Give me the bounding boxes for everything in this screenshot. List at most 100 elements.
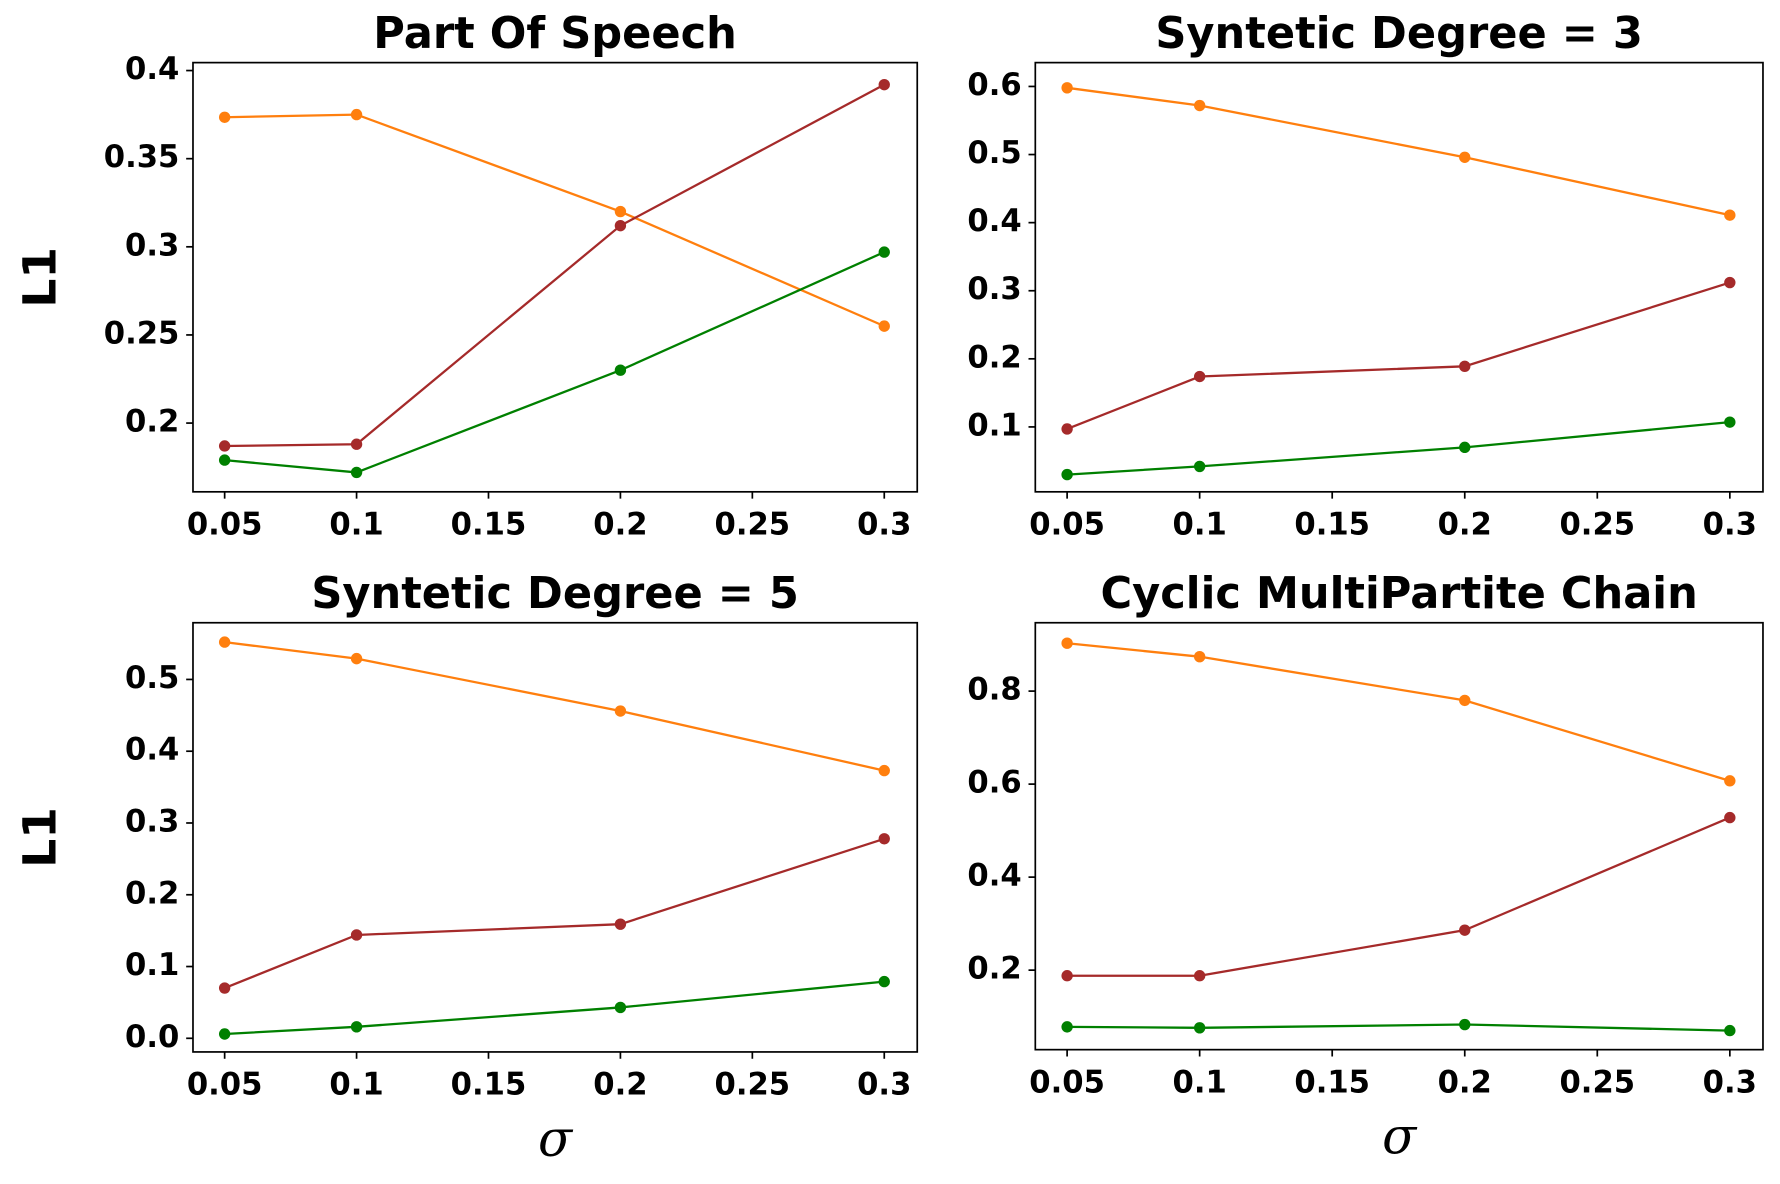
x-tick-label: 0.3 <box>1703 507 1757 542</box>
data-point <box>614 205 627 218</box>
y-tick-label: 0.25 <box>104 316 180 351</box>
x-tick-label: 0.1 <box>329 1068 383 1103</box>
series-line <box>224 640 885 772</box>
x-tick-label: 0.3 <box>857 507 911 542</box>
data-point <box>350 108 363 121</box>
data-point <box>350 438 363 450</box>
plot-frame <box>192 621 919 1053</box>
data-point <box>1061 637 1073 649</box>
chart-title: Syntetic Degree = 3 <box>1155 9 1643 59</box>
data-point <box>614 1001 627 1014</box>
x-tick-label: 0.2 <box>593 507 647 542</box>
data-point <box>1459 151 1471 163</box>
y-tick-label: 0.0 <box>125 1020 179 1055</box>
y-tick-label: 0.4 <box>125 733 179 768</box>
x-axis-label: σ <box>1382 1108 1418 1166</box>
data-point <box>1061 1021 1073 1033</box>
x-tick-label: 0.2 <box>1438 1065 1492 1100</box>
series-line <box>224 251 885 474</box>
data-point <box>878 320 890 332</box>
data-point <box>614 364 627 376</box>
chart-title: Part Of Speech <box>373 9 737 59</box>
data-point <box>1459 924 1471 936</box>
data-point <box>1193 460 1206 473</box>
y-tick-label: 0.8 <box>967 673 1021 708</box>
data-point <box>218 111 231 123</box>
x-tick-label: 0.3 <box>1703 1065 1757 1100</box>
x-tick-label: 0.05 <box>1029 1065 1105 1100</box>
series-line <box>1067 421 1730 476</box>
y-tick-label: 0.4 <box>125 52 179 87</box>
y-tick-label: 0.2 <box>125 876 179 911</box>
y-tick-label: 0.35 <box>104 140 180 175</box>
y-tick-label: 0.6 <box>967 766 1021 801</box>
x-tick-label: 0.15 <box>1294 1065 1370 1100</box>
x-tick-label: 0.2 <box>593 1068 647 1103</box>
x-tick-label: 0.2 <box>1438 507 1492 542</box>
data-point <box>350 1021 363 1033</box>
data-point <box>1061 970 1073 982</box>
x-tick-label: 0.05 <box>187 1068 263 1103</box>
data-point <box>1193 370 1206 383</box>
y-tick-label: 0.4 <box>967 204 1021 239</box>
data-point <box>1724 1024 1736 1037</box>
data-point <box>614 219 627 232</box>
data-point <box>614 918 627 930</box>
data-point <box>1724 209 1736 221</box>
data-point <box>1061 82 1073 94</box>
plot-frame <box>1034 61 1764 493</box>
y-tick-label: 0.3 <box>125 228 179 263</box>
x-tick-label: 0.1 <box>1173 1065 1227 1100</box>
data-point <box>218 1028 231 1040</box>
series-line <box>1066 281 1731 431</box>
series-line <box>224 980 885 1036</box>
y-tick-label: 0.2 <box>967 952 1021 987</box>
x-tick-label: 0.15 <box>1294 507 1370 542</box>
data-point <box>1193 99 1206 112</box>
x-tick-label: 0.05 <box>1029 507 1105 542</box>
y-tick-label: 0.4 <box>967 859 1021 894</box>
x-tick-label: 0.15 <box>451 507 527 542</box>
y-tick-label: 0.3 <box>125 804 179 839</box>
data-point <box>1459 441 1471 454</box>
data-point <box>878 833 890 845</box>
x-tick-label: 0.3 <box>857 1068 911 1103</box>
data-point <box>878 246 890 258</box>
data-point <box>1724 775 1736 787</box>
x-axis-label: σ <box>538 1110 574 1168</box>
x-tick-label: 0.1 <box>1173 507 1227 542</box>
plot-frame <box>192 61 919 493</box>
series-line <box>1067 1023 1730 1032</box>
data-point <box>1459 694 1471 707</box>
data-point <box>1061 423 1073 435</box>
y-tick-label: 0.2 <box>967 340 1021 375</box>
data-point <box>1459 1018 1471 1031</box>
data-point <box>614 705 627 717</box>
y-tick-label: 0.6 <box>967 68 1021 103</box>
series-line <box>1067 642 1731 782</box>
x-tick-label: 0.25 <box>715 1068 791 1103</box>
series-line <box>1066 86 1731 217</box>
series-line <box>1067 816 1731 977</box>
x-tick-label: 0.25 <box>715 507 791 542</box>
y-axis-label: L1 <box>14 247 67 308</box>
data-point <box>218 440 231 452</box>
data-point <box>218 454 231 466</box>
plot-frame <box>1034 621 1764 1051</box>
x-tick-label: 0.15 <box>451 1068 527 1103</box>
y-tick-label: 0.1 <box>125 948 179 983</box>
data-point <box>1193 970 1206 982</box>
y-tick-label: 0.5 <box>967 136 1021 171</box>
data-point <box>878 975 890 988</box>
x-tick-label: 0.25 <box>1559 507 1635 542</box>
data-point <box>1193 650 1206 663</box>
data-point <box>218 982 231 994</box>
data-point <box>350 929 363 941</box>
data-point <box>1061 468 1073 481</box>
data-point <box>1459 360 1471 373</box>
y-tick-label: 0.3 <box>967 272 1021 307</box>
x-tick-label: 0.25 <box>1559 1065 1635 1100</box>
chart-title: Syntetic Degree = 5 <box>311 569 799 619</box>
